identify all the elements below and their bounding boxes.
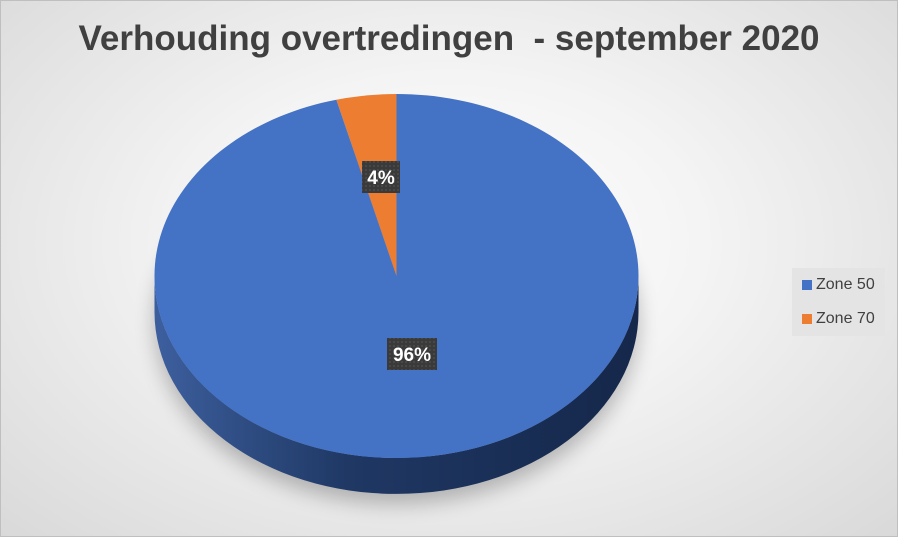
pie-side-zone-50	[154, 276, 639, 494]
legend-label: Zone 50	[816, 276, 875, 293]
legend-swatch	[802, 314, 812, 324]
legend-label: Zone 70	[816, 310, 875, 327]
data-label-zone-70: 4%	[362, 161, 400, 193]
legend-item-zone-70: Zone 70	[802, 310, 875, 328]
data-label-text: 4%	[367, 168, 395, 189]
chart-title: Verhouding overtredingen - september 202…	[78, 19, 820, 58]
data-label-zone-50: 96%	[387, 338, 437, 370]
data-label-text: 96%	[393, 345, 431, 366]
legend-swatch	[802, 280, 812, 290]
pie-slice-zone-50	[154, 94, 639, 458]
legend-item-zone-50: Zone 50	[802, 276, 875, 294]
legend: Zone 50 Zone 70	[792, 268, 885, 336]
